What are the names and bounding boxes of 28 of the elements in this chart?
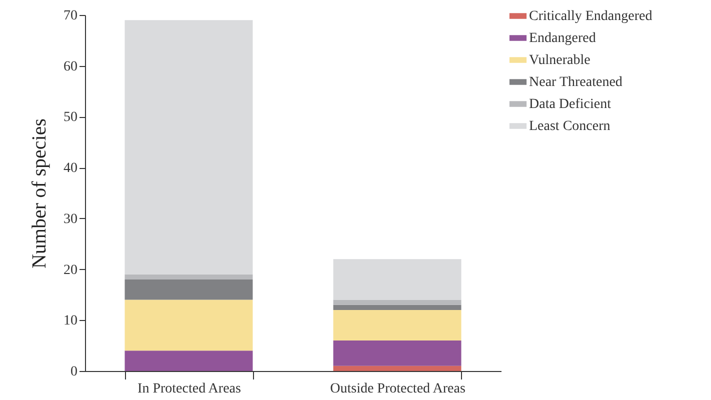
y-tick-label: 20 xyxy=(64,262,78,278)
bar xyxy=(124,279,253,300)
legend-label: Near Threatened xyxy=(529,75,622,90)
bar xyxy=(333,366,462,371)
legend-label: Data Deficient xyxy=(529,97,612,112)
bar xyxy=(124,20,253,274)
y-tick-label: 30 xyxy=(64,212,78,227)
bar xyxy=(333,300,462,305)
bar xyxy=(124,274,253,280)
y-tick-label: 0 xyxy=(70,364,78,380)
y-tick-label: 50 xyxy=(64,110,78,126)
y-tick-label: 10 xyxy=(64,314,78,329)
bar xyxy=(333,304,462,310)
legend-label: Critically Endangered xyxy=(529,9,652,24)
x-tick-label: Outside Protected Areas xyxy=(330,382,466,396)
legend-label: Least Concern xyxy=(529,119,610,134)
bar xyxy=(124,350,253,371)
y-tick-label: 60 xyxy=(64,59,78,74)
bar xyxy=(124,300,253,351)
y-tick-label: 40 xyxy=(64,161,78,176)
x-tick-label: In Protected Areas xyxy=(138,382,241,396)
y-axis-title: Number of species xyxy=(28,118,50,268)
bar xyxy=(333,259,462,300)
bar xyxy=(333,340,462,366)
legend-label: Endangered xyxy=(529,31,596,46)
legend-label: Vulnerable xyxy=(529,53,590,68)
bar xyxy=(333,310,462,340)
y-tick-label: 70 xyxy=(64,8,78,24)
